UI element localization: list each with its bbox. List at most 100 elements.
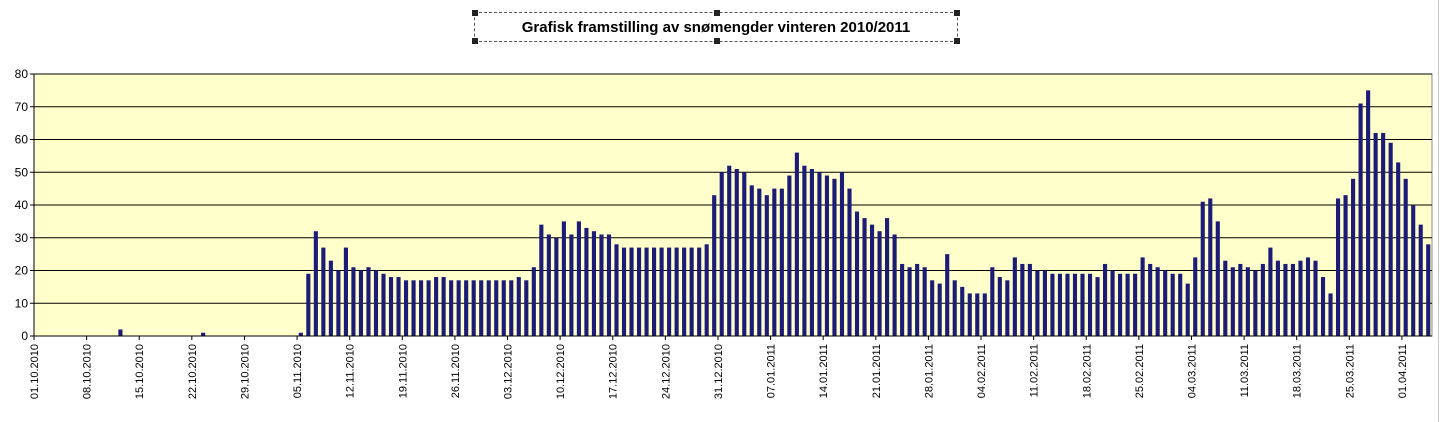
x-tick-label: 22.10.2010	[187, 344, 199, 399]
bar	[569, 234, 574, 336]
bar	[1163, 270, 1168, 336]
bar	[1125, 273, 1130, 336]
bar	[584, 227, 589, 336]
bar	[464, 280, 469, 336]
x-tick-label: 14.01.2011	[818, 344, 830, 398]
x-tick-label: 12.11.2010	[345, 344, 357, 398]
bar	[802, 165, 807, 336]
x-tick-label: 25.02.2011	[1134, 344, 1146, 398]
bar	[471, 280, 476, 336]
bar	[1102, 263, 1108, 336]
bar	[1065, 273, 1070, 336]
bar	[1328, 293, 1333, 336]
x-tick-label: 17.12.2010	[608, 344, 620, 399]
bar	[922, 267, 927, 336]
resize-handle-top-left[interactable]	[472, 10, 478, 16]
bar	[546, 234, 551, 336]
bar	[832, 178, 837, 336]
bar	[1381, 132, 1386, 336]
x-tick-label: 11.03.2011	[1239, 344, 1251, 397]
bar	[1230, 267, 1235, 336]
bar	[809, 168, 814, 336]
y-tick-label: 40	[15, 198, 29, 212]
bar	[381, 273, 386, 336]
resize-handle-top-center[interactable]	[714, 10, 720, 16]
bar	[321, 247, 326, 336]
resize-handle-bottom-center[interactable]	[714, 38, 720, 44]
bar	[877, 231, 882, 336]
gridlines	[34, 73, 1432, 304]
bar	[306, 273, 311, 336]
bar	[388, 277, 394, 336]
bar	[1335, 198, 1341, 336]
bar	[561, 221, 566, 337]
x-tick-label: 19.11.2010	[397, 344, 409, 398]
bar	[441, 277, 446, 336]
bar	[606, 234, 612, 336]
bar	[1253, 270, 1258, 336]
bar	[1140, 257, 1145, 336]
bar	[343, 247, 348, 336]
bar	[1426, 244, 1431, 336]
bar	[652, 247, 657, 336]
x-tick-labels: 01.10.2010 08.10.2010 15.10.2010 22.10.2010…	[29, 336, 1409, 399]
bar	[779, 188, 784, 337]
bar	[937, 283, 942, 336]
bar	[366, 267, 371, 336]
bar	[411, 280, 416, 336]
bar	[869, 224, 875, 336]
bar	[599, 234, 604, 336]
bar	[915, 263, 920, 336]
resize-handle-bottom-right[interactable]	[954, 38, 960, 44]
x-tick-label: 28.01.2011	[923, 344, 935, 398]
bar	[1268, 247, 1273, 336]
bar	[659, 247, 664, 336]
x-tick-label: 05.11.2010	[292, 344, 304, 398]
bar	[764, 195, 769, 336]
bar	[1193, 257, 1198, 336]
bar	[1238, 263, 1243, 336]
bar	[1148, 263, 1153, 336]
bar	[1027, 263, 1032, 336]
bar	[1035, 270, 1040, 336]
bar	[704, 244, 709, 336]
bar	[1020, 263, 1025, 336]
y-tick-label: 0	[21, 329, 28, 343]
bar	[900, 263, 905, 336]
bar	[1298, 260, 1303, 336]
bar	[313, 231, 318, 336]
bar	[1118, 273, 1123, 336]
x-tick-label: 24.12.2010	[660, 344, 672, 399]
bar	[727, 165, 732, 336]
x-tick-label: 25.03.2011	[1344, 344, 1356, 398]
bar	[1223, 260, 1228, 336]
window-edge-divider	[1438, 0, 1439, 422]
y-tick-label: 10	[15, 296, 29, 310]
bar	[621, 247, 627, 336]
bar	[682, 247, 687, 336]
bar	[689, 247, 694, 336]
bar	[509, 280, 514, 336]
resize-handle-top-right[interactable]	[954, 10, 960, 16]
bar	[1170, 273, 1175, 336]
bar	[885, 218, 890, 336]
x-tick-label: 26.11.2010	[450, 344, 462, 398]
bar	[712, 195, 717, 336]
bar	[591, 231, 597, 336]
bar	[1366, 90, 1371, 337]
bar	[373, 270, 379, 336]
resize-handle-bottom-left[interactable]	[472, 38, 478, 44]
chart-title: Grafisk framstilling av snømengder vinte…	[521, 19, 911, 36]
bar	[1072, 273, 1078, 336]
bar	[787, 175, 792, 336]
bar	[1057, 273, 1063, 336]
x-tick-label: 18.02.2011	[1081, 344, 1093, 398]
bar	[426, 280, 431, 336]
bar	[524, 280, 529, 336]
chart-title-box[interactable]: Grafisk framstilling av snømengder vinte…	[472, 10, 960, 44]
x-tick-label: 03.12.2010	[503, 344, 515, 399]
bar	[1260, 263, 1265, 336]
x-tick-label: 08.10.2010	[82, 344, 94, 399]
bar	[479, 280, 484, 336]
